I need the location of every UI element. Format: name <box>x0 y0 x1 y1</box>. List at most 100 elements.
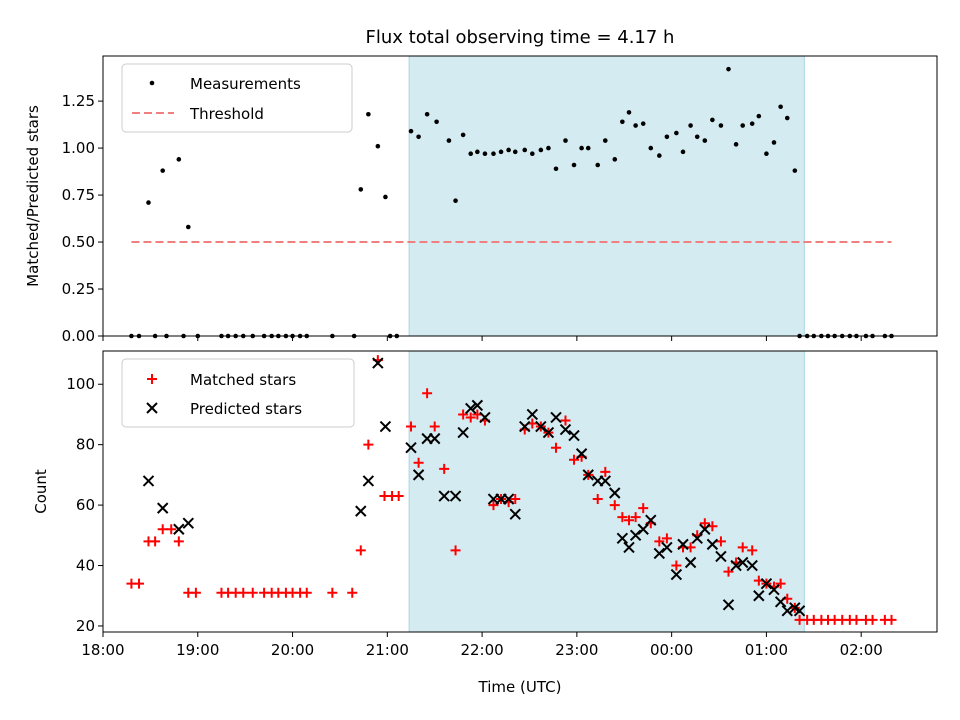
predicted-star-point <box>542 426 555 439</box>
predicted-star-point <box>156 502 169 514</box>
matched-star-point <box>737 542 748 553</box>
measurement-point <box>612 157 618 162</box>
predicted-star-point <box>691 532 703 545</box>
matched-star-point <box>560 415 571 426</box>
matched-star-point <box>654 536 665 547</box>
count-y-tick-label: 20 <box>76 617 95 635</box>
matched-star-point <box>747 545 758 556</box>
predicted-star-point <box>379 420 392 433</box>
measurement-point <box>553 166 559 172</box>
matched-star-point <box>551 442 562 453</box>
predicted-star-point <box>661 541 673 554</box>
measurement-point <box>434 119 439 125</box>
measurement-point <box>633 123 638 128</box>
measurement-point <box>680 149 686 155</box>
count-points <box>126 355 897 625</box>
matched-star-point <box>406 421 417 432</box>
matched-star-point <box>413 457 424 468</box>
measurement-point <box>710 117 715 123</box>
count-y-tick-label: 60 <box>76 496 95 514</box>
measurement-point <box>408 128 414 134</box>
measurement-point <box>538 147 544 153</box>
predicted-star-point <box>670 568 683 581</box>
matched-star-point <box>439 463 450 474</box>
time-x-tick-label: 00:00 <box>650 641 693 659</box>
time-x-tick-label: 02:00 <box>840 641 883 659</box>
matched-star-point <box>347 587 358 598</box>
legend-matched-label: Matched stars <box>190 371 296 389</box>
measurement-point <box>563 138 568 143</box>
ratio-y-axis-label: Matched/Predicted stars <box>24 105 42 287</box>
predicted-star-point <box>645 514 657 526</box>
predicted-star-point <box>509 508 521 520</box>
ratio-panel: 0.00 0.25 0.50 0.75 1.00 1.25 Flux total obse… <box>24 27 938 345</box>
observing-window-shade-bottom <box>408 350 805 633</box>
time-x-tick-label: 22:00 <box>460 641 503 659</box>
measurement-point <box>383 194 388 200</box>
measurement-point <box>176 157 182 162</box>
predicted-star-point <box>609 487 621 499</box>
measurement-point <box>579 145 584 151</box>
measurement-point <box>571 162 577 168</box>
matched-star-point <box>355 545 366 556</box>
measurement-point <box>688 123 693 128</box>
matched-star-point <box>465 412 476 423</box>
measurement-point <box>602 138 608 143</box>
matched-star-point <box>510 494 521 505</box>
measurement-point <box>764 151 769 157</box>
legend-matched-marker <box>147 374 157 384</box>
measurement-point <box>771 140 777 145</box>
measurement-point <box>595 162 601 168</box>
predicted-star-point <box>575 448 588 460</box>
measurement-point <box>792 168 798 173</box>
time-x-tick-label: 20:00 <box>271 641 314 659</box>
predicted-star-point <box>715 550 727 563</box>
predicted-star-point <box>405 441 417 454</box>
matched-star-point <box>775 578 786 589</box>
predicted-star-point <box>760 577 773 590</box>
count-y-tick-label: 100 <box>66 375 95 393</box>
measurement-point <box>416 134 421 140</box>
measurement-point <box>585 145 591 151</box>
time-x-axis-ticks: 18:00 19:00 20:00 21:00 22:00 23:00 00:00 01:00… <box>81 632 883 659</box>
matched-star-point <box>247 587 258 598</box>
matched-star-point <box>886 614 897 625</box>
matched-star-point <box>134 578 145 589</box>
legend-measurements-label: Measurements <box>190 75 301 93</box>
measurement-point <box>530 151 535 157</box>
predicted-star-point <box>746 559 758 572</box>
predicted-star-point <box>677 538 689 551</box>
predicted-star-point <box>582 469 594 481</box>
measurement-point <box>784 115 790 121</box>
matched-star-point <box>592 494 603 505</box>
measurement-point <box>749 121 755 126</box>
measurement-point <box>453 198 458 203</box>
measurement-point <box>424 111 430 117</box>
measurement-point <box>375 143 381 149</box>
measurement-point <box>358 187 364 192</box>
predicted-star-point <box>616 532 629 545</box>
matched-star-point <box>867 614 878 625</box>
predicted-star-point <box>438 490 450 502</box>
time-x-tick-label: 23:00 <box>555 641 598 659</box>
predicted-star-point <box>730 559 742 572</box>
ratio-x-axis-ticks <box>102 336 862 341</box>
matched-star-point <box>851 614 862 625</box>
measurement-point <box>482 151 488 157</box>
predicted-star-point <box>449 490 462 502</box>
measurement-point <box>694 134 700 140</box>
predicted-star-point <box>768 583 780 596</box>
predicted-star-point <box>372 357 384 369</box>
measurement-point <box>468 151 474 157</box>
measurement-point <box>491 151 496 157</box>
observing-window-shade-top <box>408 55 805 337</box>
matched-star-point <box>422 388 433 399</box>
matched-star-point <box>488 500 499 511</box>
measurement-point <box>475 149 480 155</box>
predicted-star-point <box>599 475 612 487</box>
predicted-star-point <box>550 411 562 424</box>
measurement-point <box>664 134 670 140</box>
legend-predicted-label: Predicted stars <box>190 400 302 418</box>
time-x-tick-label: 21:00 <box>366 641 409 659</box>
